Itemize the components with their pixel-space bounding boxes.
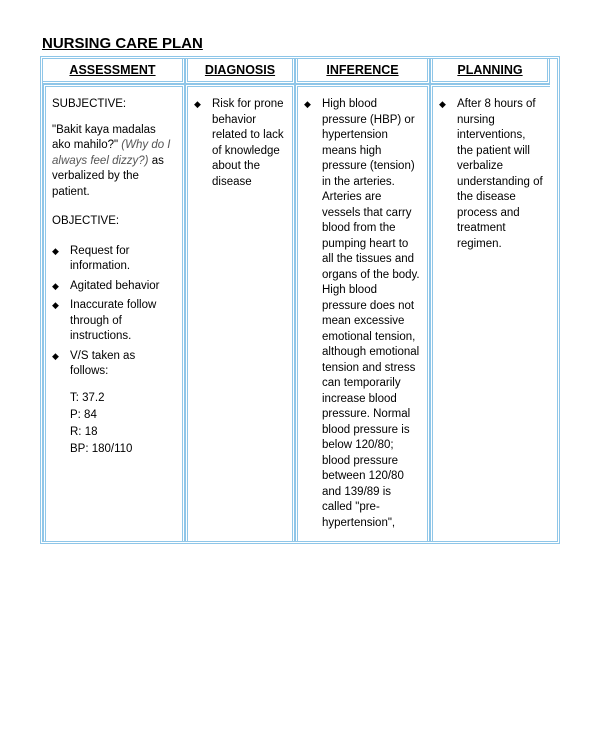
subjective-quote: "Bakit kaya madalas ako mahilo?" (Why do…: [52, 123, 176, 201]
list-item: Agitated behavior: [66, 279, 176, 295]
col-header-diagnosis: DIAGNOSIS: [185, 59, 295, 84]
list-item: High blood pressure (HBP) or hypertensio…: [318, 97, 421, 531]
col-header-assessment: ASSESSMENT: [43, 59, 185, 84]
col-header-planning: PLANNING: [430, 59, 550, 84]
vital-bp: BP: 180/110: [70, 441, 176, 458]
list-item: Inaccurate follow through of instruction…: [66, 298, 176, 345]
page-title: NURSING CARE PLAN: [42, 35, 560, 52]
objective-label: OBJECTIVE:: [52, 214, 176, 230]
list-item: V/S taken as follows:: [66, 349, 176, 380]
cell-assessment: SUBJECTIVE: "Bakit kaya madalas ako mahi…: [43, 84, 185, 541]
inference-list: High blood pressure (HBP) or hypertensio…: [304, 97, 421, 531]
list-item: Risk for prone behavior related to lack …: [208, 97, 286, 190]
vital-pulse: P: 84: [70, 407, 176, 424]
list-item: After 8 hours of nursing interventions, …: [453, 97, 544, 252]
objective-list: Request for information. Agitated behavi…: [52, 244, 176, 380]
vital-signs: T: 37.2 P: 84 R: 18 BP: 180/110: [52, 390, 176, 459]
vital-resp: R: 18: [70, 424, 176, 441]
subjective-label: SUBJECTIVE:: [52, 97, 176, 113]
care-plan-table: ASSESSMENT DIAGNOSIS INFERENCE PLANNING …: [40, 56, 560, 544]
cell-planning: After 8 hours of nursing interventions, …: [430, 84, 550, 541]
list-item: Request for information.: [66, 244, 176, 275]
cell-diagnosis: Risk for prone behavior related to lack …: [185, 84, 295, 541]
col-header-inference: INFERENCE: [295, 59, 430, 84]
vital-temp: T: 37.2: [70, 390, 176, 407]
diagnosis-list: Risk for prone behavior related to lack …: [194, 97, 286, 190]
cell-inference: High blood pressure (HBP) or hypertensio…: [295, 84, 430, 541]
planning-list: After 8 hours of nursing interventions, …: [439, 97, 544, 252]
